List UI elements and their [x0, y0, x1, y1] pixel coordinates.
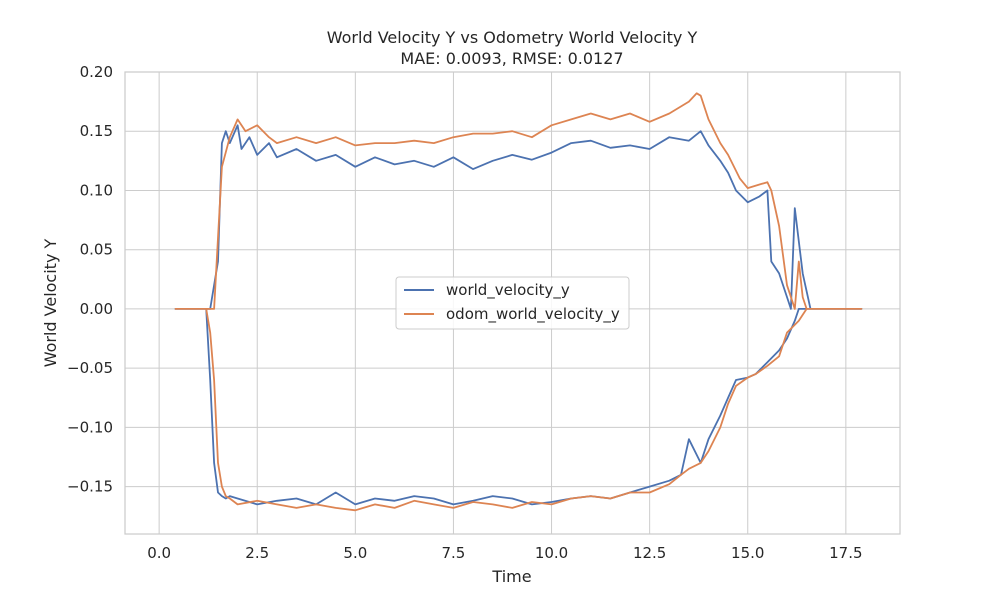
y-tick-label: −0.10: [67, 418, 113, 436]
y-tick-label: 0.10: [80, 181, 113, 199]
y-tick-label: 0.20: [80, 63, 113, 81]
x-tick-label: 10.0: [535, 544, 568, 562]
series-line-odom-world-velocity-y: [174, 92, 863, 512]
x-tick-labels: 0.0 2.5 5.0 7.5 10.0 12.5 15.0 17.5: [147, 544, 862, 562]
x-tick-label: 12.5: [633, 544, 666, 562]
chart-title: World Velocity Y vs Odometry World Veloc…: [327, 28, 698, 47]
x-axis-label: Time: [491, 567, 531, 586]
x-tick-label: 7.5: [442, 544, 466, 562]
y-tick-label: 0.00: [80, 300, 113, 318]
y-tick-labels: 0.20 0.15 0.10 0.05 0.00 −0.05 −0.10 −0.15: [67, 63, 113, 496]
x-tick-label: 2.5: [245, 544, 269, 562]
chart-subtitle: MAE: 0.0093, RMSE: 0.0127: [400, 49, 623, 68]
x-tick-label: 5.0: [343, 544, 367, 562]
legend-label-odom-world-velocity-y: odom_world_velocity_y: [446, 305, 620, 324]
legend: world_velocity_y odom_world_velocity_y: [395, 276, 630, 330]
x-tick-label: 17.5: [829, 544, 862, 562]
y-tick-label: −0.05: [67, 359, 113, 377]
x-tick-label: 0.0: [147, 544, 171, 562]
series-layer: [174, 92, 863, 512]
y-axis-label: World Velocity Y: [41, 238, 60, 367]
legend-box: [395, 276, 630, 330]
y-tick-label: −0.15: [67, 478, 113, 496]
legend-label-world-velocity-y: world_velocity_y: [446, 281, 570, 300]
x-tick-label: 15.0: [731, 544, 764, 562]
y-tick-label: 0.15: [80, 122, 113, 140]
y-tick-label: 0.05: [80, 241, 113, 259]
